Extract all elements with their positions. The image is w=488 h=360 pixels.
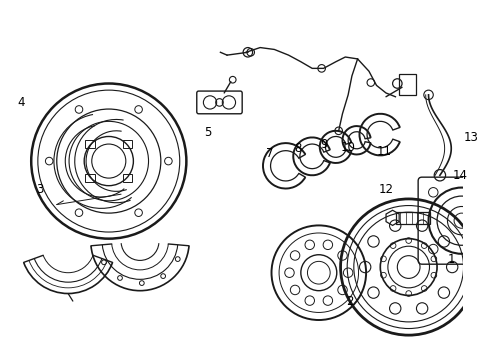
Text: 1: 1 [447,253,454,266]
Text: 8: 8 [294,142,301,155]
Bar [85,174,94,182]
Text: 10: 10 [340,141,355,154]
Bar [398,74,415,95]
Text: 6: 6 [487,197,488,210]
Text: 13: 13 [463,131,478,144]
Bar [122,140,132,148]
Bar [85,140,94,148]
Bar [396,212,429,224]
Text: 12: 12 [378,183,393,196]
Text: 11: 11 [376,145,391,158]
Text: 9: 9 [319,139,326,152]
Text: 5: 5 [204,126,211,139]
Text: 4: 4 [17,96,24,109]
Text: 14: 14 [451,169,467,182]
Text: 3: 3 [36,183,43,196]
Bar [122,174,132,182]
Text: 7: 7 [265,147,273,160]
Text: 2: 2 [346,294,353,307]
